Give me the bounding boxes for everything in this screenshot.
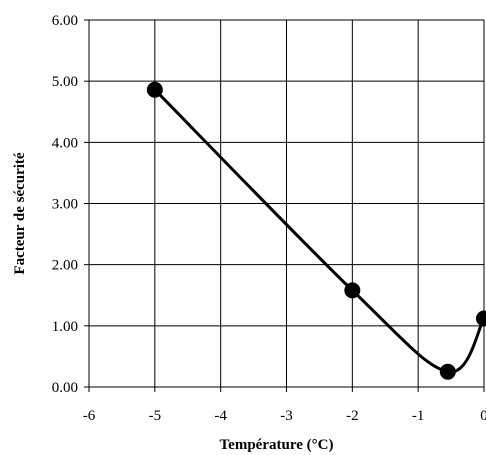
x-tick-label: -1: [412, 408, 425, 424]
data-points: [146, 81, 486, 380]
series-line: [153, 88, 486, 374]
x-tick-label: -5: [149, 408, 162, 424]
y-tick-label: 6.00: [52, 13, 78, 29]
x-tick-label: -2: [346, 408, 359, 424]
x-tick-label: -4: [214, 408, 227, 424]
y-tick-label: 4.00: [52, 135, 78, 151]
x-axis-title: Température (°C): [220, 437, 334, 453]
x-tick-label: -6: [83, 408, 96, 424]
x-tick-label: -3: [280, 408, 293, 424]
y-tick-label: 3.00: [52, 197, 78, 213]
data-point: [439, 363, 456, 380]
data-point: [344, 282, 361, 299]
x-axis-ticks: -6 -5 -4 -3 -2 -1 0: [83, 387, 486, 424]
y-tick-label: 0.00: [52, 380, 78, 396]
y-tick-label: 2.00: [52, 258, 78, 274]
grid: [88, 19, 485, 388]
y-axis-ticks: 0.00 1.00 2.00 3.00 4.00 5.00 6.00: [52, 13, 89, 396]
y-tick-label: 1.00: [52, 319, 78, 335]
y-tick-label: 5.00: [52, 74, 78, 90]
data-point: [476, 310, 486, 327]
data-point: [146, 81, 163, 98]
y-axis-title: Facteur de sécurité: [12, 152, 28, 275]
x-tick-label: 0: [480, 408, 486, 424]
